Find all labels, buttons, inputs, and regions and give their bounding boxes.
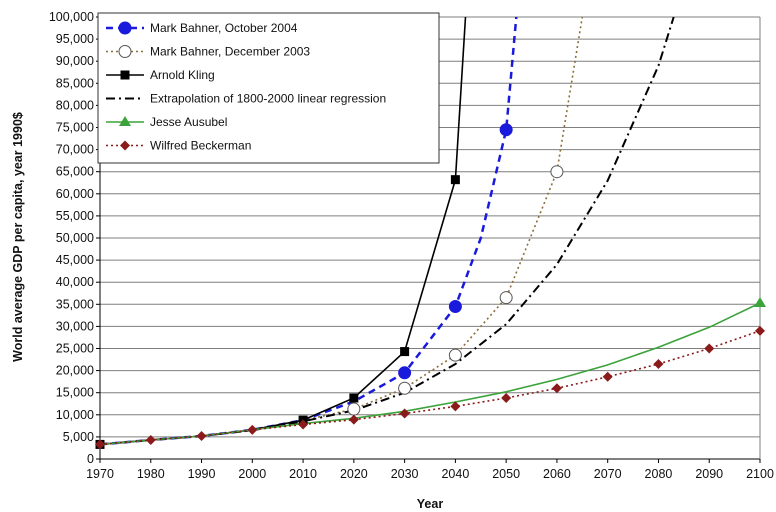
x-tick-label: 2030 <box>391 467 419 481</box>
diamond-marker <box>145 434 156 445</box>
circle-marker <box>499 123 513 137</box>
circle-marker <box>448 300 462 314</box>
y-tick-label: 55,000 <box>56 209 94 223</box>
x-tick-label: 2080 <box>645 467 673 481</box>
y-tick-label: 65,000 <box>56 165 94 179</box>
y-tick-label: 35,000 <box>56 297 94 311</box>
x-tick-label: 2050 <box>492 467 520 481</box>
diamond-marker <box>348 414 359 425</box>
diamond-marker <box>298 419 309 430</box>
circle-marker-legend <box>118 21 132 35</box>
diamond-marker <box>450 401 461 412</box>
triangle-marker-legend <box>119 116 131 126</box>
y-tick-label: 50,000 <box>56 231 94 245</box>
x-tick-label: 2000 <box>238 467 266 481</box>
open-circle-marker <box>347 402 361 416</box>
square-marker <box>450 175 460 185</box>
x-tick-labels: 1970 1980 1990 2000 2010 2020 2030 2040 2050 2060… <box>86 467 774 481</box>
square-marker-legend <box>120 70 130 80</box>
legend-label: Mark Bahner, October 2004 <box>150 21 298 35</box>
y-tick-label: 80,000 <box>56 98 94 112</box>
open-circle-marker <box>499 291 513 305</box>
x-tick-label: 2060 <box>543 467 571 481</box>
x-tick-label: 2040 <box>441 467 469 481</box>
diamond-marker <box>704 343 715 354</box>
y-tick-label: 70,000 <box>56 143 94 157</box>
legend-label: Wilfred Beckerman <box>150 139 251 153</box>
legend-box <box>97 12 440 164</box>
x-tick-label: 2100 <box>746 467 774 481</box>
open-circle-marker <box>448 348 462 362</box>
series-line-6 <box>100 330 760 446</box>
y-tick-label: 30,000 <box>56 319 94 333</box>
circle-marker <box>398 366 412 380</box>
x-tick-label: 2010 <box>289 467 317 481</box>
legend-label: Extrapolation of 1800-2000 linear regres… <box>150 92 386 106</box>
legend-label: Jesse Ausubel <box>150 115 227 129</box>
series-line-5 <box>100 302 760 446</box>
y-tick-label: 0 <box>87 452 94 466</box>
open-circle-marker-legend <box>118 45 132 58</box>
diamond-marker <box>95 439 105 450</box>
y-tick-label: 15,000 <box>56 386 94 400</box>
diamond-marker <box>399 408 410 419</box>
y-tick-label: 100,000 <box>49 10 94 24</box>
open-circle-marker <box>550 165 564 179</box>
diamond-marker <box>196 431 207 442</box>
diamond-marker <box>602 371 613 382</box>
diamond-marker <box>551 383 562 394</box>
y-tick-label: 20,000 <box>56 364 94 378</box>
x-tick-label: 2020 <box>340 467 368 481</box>
triangle-marker <box>754 296 766 307</box>
y-tick-label: 75,000 <box>56 121 94 135</box>
legend: Mark Bahner, October 2004 Mark Bahner, De… <box>97 12 440 164</box>
y-tick-label: 95,000 <box>56 32 94 46</box>
series-markers <box>95 123 766 450</box>
y-tick-label: 25,000 <box>56 342 94 356</box>
x-tick-label: 1990 <box>188 467 216 481</box>
diamond-marker <box>247 424 258 435</box>
open-circle-marker <box>398 381 412 395</box>
diamond-marker-legend <box>120 140 130 151</box>
y-tick-label: 5,000 <box>63 430 94 444</box>
legend-label: Arnold Kling <box>150 68 215 82</box>
x-axis-title: Year <box>417 497 444 511</box>
y-tick-label: 40,000 <box>56 275 94 289</box>
y-axis-title: World average GDP per capita, year 1990$ <box>11 112 25 362</box>
legend-label: Mark Bahner, December 2003 <box>150 45 310 59</box>
x-tick-label: 2070 <box>594 467 622 481</box>
square-marker <box>400 347 410 357</box>
y-tick-label: 85,000 <box>56 76 94 90</box>
y-tick-label: 60,000 <box>56 187 94 201</box>
x-tick-label: 2090 <box>695 467 723 481</box>
diamond-marker <box>501 393 512 404</box>
y-tick-labels: 0 5,000 10,000 15,000 20,000 25,000 30,000 35,0… <box>49 10 94 466</box>
x-tick-label: 1970 <box>86 467 114 481</box>
y-tick-label: 45,000 <box>56 253 94 267</box>
y-tick-label: 10,000 <box>56 408 94 422</box>
y-tick-label: 90,000 <box>56 54 94 68</box>
x-tick-label: 1980 <box>137 467 165 481</box>
square-marker <box>349 393 359 403</box>
diamond-marker <box>755 325 765 336</box>
diamond-marker <box>653 358 664 369</box>
